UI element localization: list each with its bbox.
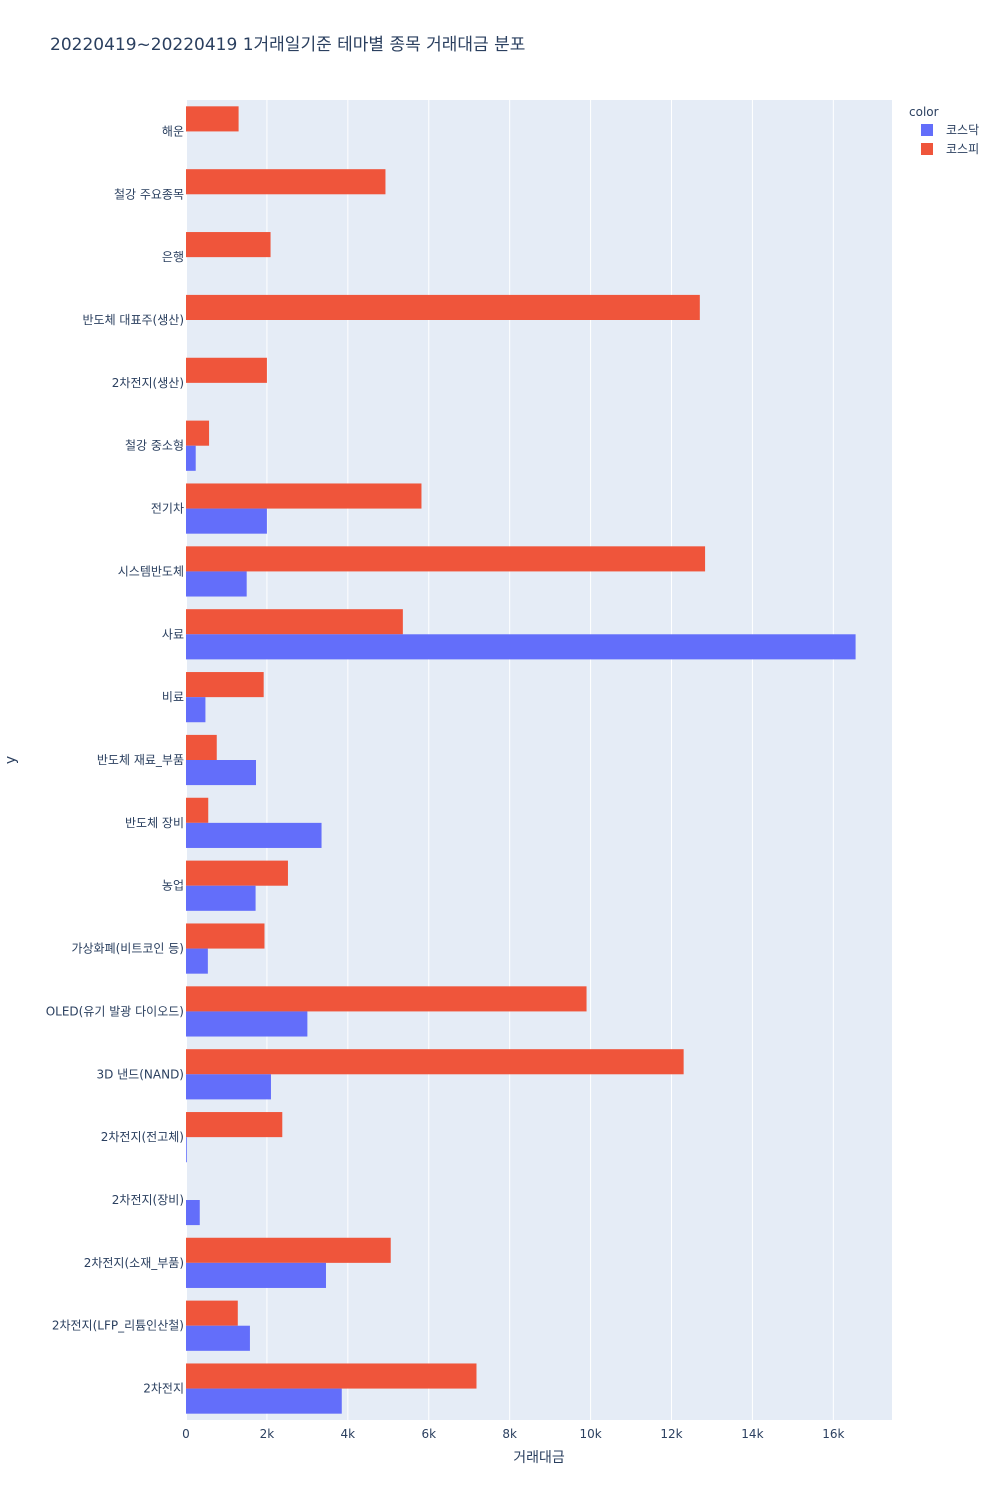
- bar-kospi: [186, 546, 706, 572]
- x-tick-label: 12k: [660, 1427, 682, 1441]
- legend-label: 코스피: [946, 142, 979, 156]
- bar-kospi: [186, 1300, 238, 1326]
- bar-kosdaq: [186, 1200, 200, 1226]
- x-tick-label: 8k: [502, 1427, 517, 1441]
- x-tick-label: 10k: [579, 1427, 601, 1441]
- bar-kosdaq: [186, 1137, 187, 1163]
- bar-kosdaq: [186, 1388, 342, 1414]
- x-tick-label: 2k: [260, 1427, 275, 1441]
- y-axis-title: y: [3, 756, 19, 764]
- x-axis-ticks: 0 2k 4k 6k 8k 10k 12k 14k 16k: [182, 1427, 844, 1441]
- bar-kospi: [186, 232, 271, 258]
- y-tick-label: 전기차: [151, 502, 184, 516]
- chart-title: 20220419~20220419 1거래일기준 테마별 종목 거래대금 분포: [50, 35, 525, 55]
- y-tick-label: 해운: [162, 124, 184, 138]
- bar-kospi: [186, 609, 403, 635]
- y-tick-label: 반도체 대표주(생산): [83, 313, 185, 327]
- bar-kospi: [186, 672, 264, 698]
- bar-kospi: [186, 420, 210, 446]
- y-tick-label: 2차전지: [143, 1382, 184, 1396]
- bar-kosdaq: [186, 1262, 326, 1288]
- x-tick-label: 16k: [822, 1427, 844, 1441]
- bar-kosdaq: [186, 948, 208, 974]
- bar-kospi: [186, 1049, 684, 1075]
- bar-kospi: [186, 797, 209, 823]
- x-tick-label: 6k: [421, 1427, 436, 1441]
- bar-kospi: [186, 986, 587, 1012]
- y-tick-label: 2차전지(소재_부품): [84, 1256, 184, 1270]
- bar-kospi: [186, 923, 265, 949]
- bar-kosdaq: [186, 634, 856, 660]
- bar-kosdaq: [186, 508, 267, 534]
- y-tick-label: 2차전지(생산): [112, 376, 184, 390]
- x-axis-title: 거래대금: [513, 1450, 565, 1466]
- x-tick-label: 14k: [741, 1427, 763, 1441]
- y-tick-label: 시스템반도체: [118, 564, 184, 578]
- x-tick-label: 4k: [341, 1427, 356, 1441]
- bar-kospi: [186, 169, 386, 195]
- y-tick-label: 반도체 재료_부품: [97, 753, 184, 767]
- x-tick-label: 0: [182, 1427, 190, 1441]
- y-tick-label: 2차전지(LFP_리튬인산철): [52, 1319, 184, 1333]
- bar-kospi: [186, 294, 700, 320]
- y-tick-label: 사료: [162, 627, 184, 641]
- bar-kospi: [186, 1112, 283, 1138]
- y-tick-label: 은행: [162, 249, 184, 264]
- bar-kosdaq: [186, 1074, 271, 1100]
- y-tick-label: 가상화폐(비트코인 등): [71, 942, 184, 956]
- y-tick-label: 철강 주요종목: [114, 187, 184, 201]
- y-tick-label: OLED(유기 발광 다이오드): [46, 1004, 184, 1018]
- bar-kospi: [186, 357, 267, 383]
- y-tick-label: 2차전지(전고체): [101, 1130, 184, 1144]
- bar-kospi: [186, 483, 422, 509]
- y-tick-label: 반도체 장비: [125, 816, 184, 830]
- bar-kosdaq: [186, 760, 256, 786]
- y-tick-label: 2차전지(장비): [112, 1193, 184, 1207]
- bar-kosdaq: [186, 885, 256, 911]
- bar-kospi: [186, 860, 288, 886]
- bar-kosdaq: [186, 571, 247, 597]
- bar-kospi: [186, 1237, 391, 1263]
- legend-swatch: [921, 143, 933, 155]
- bar-kosdaq: [186, 697, 206, 723]
- y-tick-label: 3D 낸드(NAND): [96, 1067, 184, 1081]
- bar-kosdaq: [186, 822, 322, 848]
- y-axis-ticks: 2차전지 2차전지(LFP_리튬인산철) 2차전지(소재_부품) 2차전지(장비) 2차…: [46, 124, 184, 1395]
- bar-kosdaq: [186, 1011, 308, 1037]
- bars: [186, 106, 856, 1414]
- bar-kosdaq: [186, 445, 196, 471]
- legend-title: color: [909, 105, 939, 119]
- bar-kospi: [186, 106, 239, 132]
- y-tick-label: 비료: [162, 690, 184, 704]
- legend-swatch: [921, 124, 933, 136]
- y-tick-label: 농업: [162, 879, 184, 893]
- legend-label: 코스닥: [946, 123, 979, 137]
- bar-kospi: [186, 734, 217, 760]
- bar-kosdaq: [186, 1325, 250, 1351]
- y-tick-label: 철강 중소형: [125, 439, 184, 453]
- bar-kospi: [186, 1363, 477, 1389]
